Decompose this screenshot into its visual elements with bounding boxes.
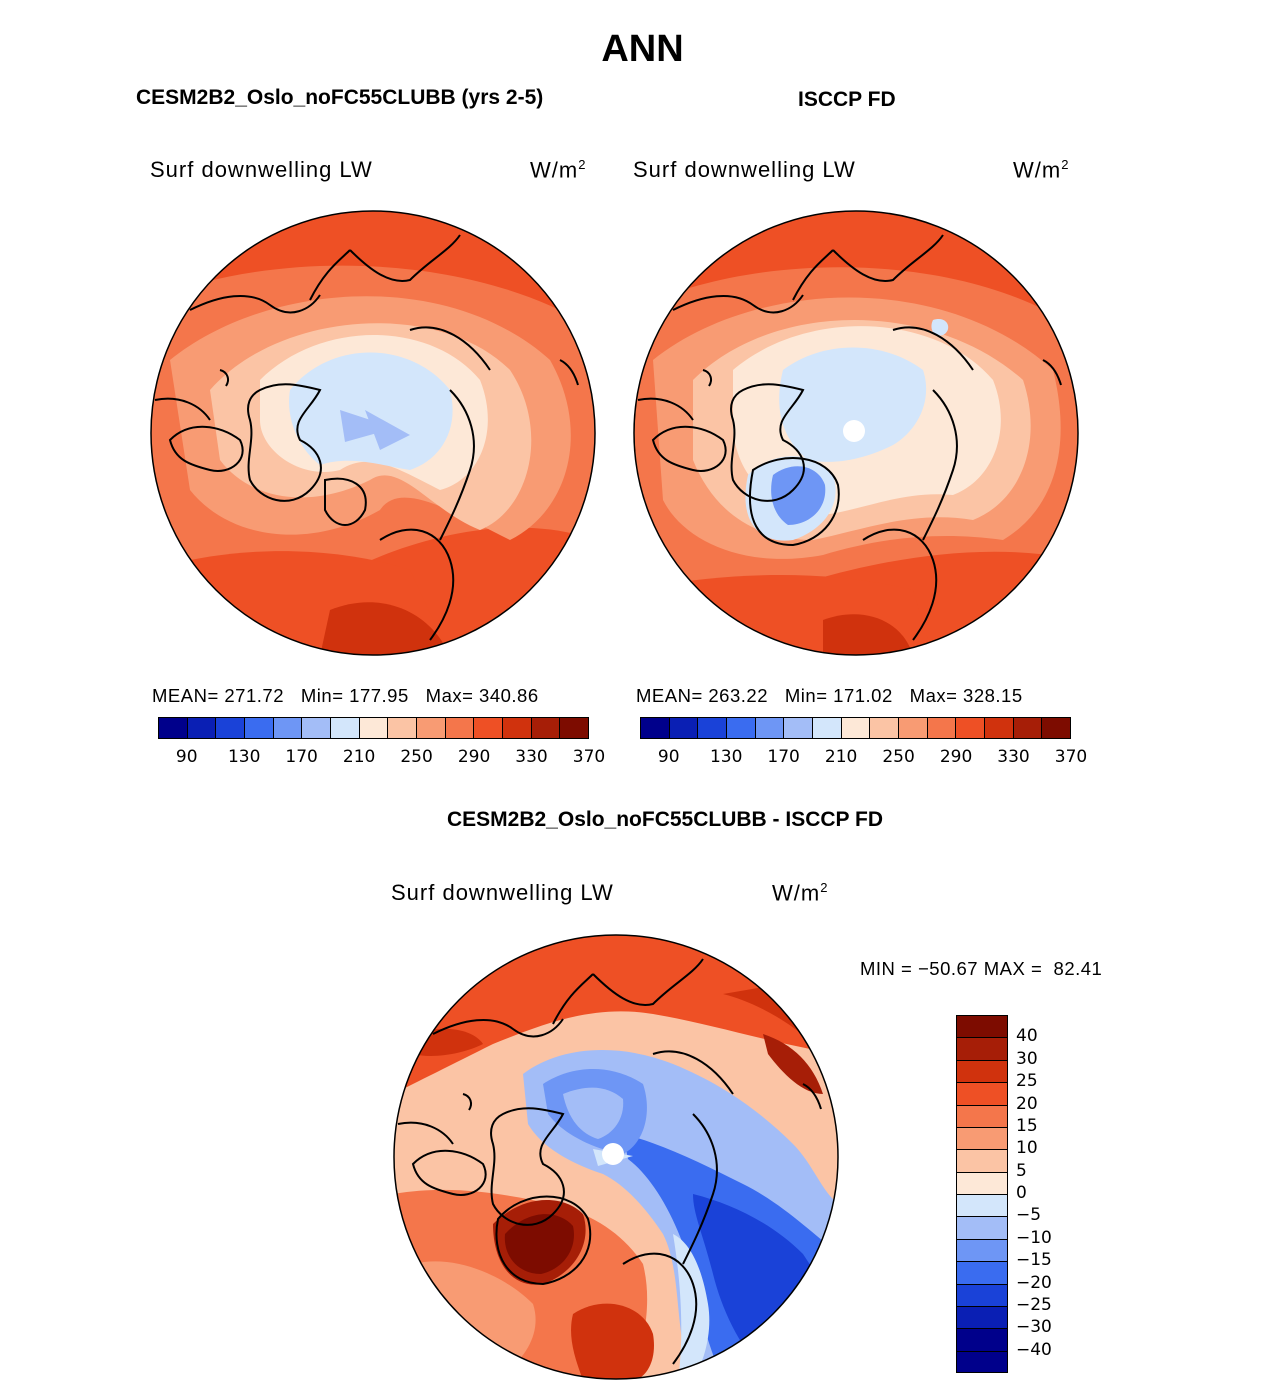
figure-title: ANN [601,28,684,70]
diff-stats: MIN = −50.67 MAX = 82.41 [860,958,1103,979]
colorbar-swatch [956,718,986,738]
model-colorbar [158,717,589,739]
colorbar-tick-label: −40 [1016,1339,1052,1360]
colorbar-tick-label: −10 [1016,1227,1052,1248]
colorbar-swatch [388,718,418,738]
colorbar-swatch [957,1284,1007,1307]
colorbar-swatch [417,718,446,738]
model-polar-map [150,210,596,656]
colorbar-swatch [813,718,842,738]
model-panel-title: CESM2B2_Oslo_noFC55CLUBB (yrs 2-5) [136,86,544,109]
colorbar-tick-label: 10 [1016,1138,1038,1159]
colorbar-swatch [957,1016,1007,1039]
colorbar-swatch [927,718,957,738]
model-variable-label: Surf downwelling LW [150,157,373,182]
colorbar-swatch [957,1105,1007,1128]
model-colorbar-ticks: 90 130 170 210 250 290 330 370 [158,747,605,769]
colorbar-swatch [957,1038,1007,1061]
colorbar-tick-label: −25 [1016,1294,1052,1315]
diff-panel-title: CESM2B2_Oslo_noFC55CLUBB - ISCCP FD [446,808,884,831]
colorbar-swatch [899,718,928,738]
colorbar-swatch [957,1239,1007,1263]
colorbar-swatch [531,718,561,738]
colorbar-swatch [1042,718,1071,738]
colorbar-swatch [187,718,217,738]
colorbar-tick-label: 170 [767,747,800,767]
colorbar-swatch [985,718,1014,738]
colorbar-tick-label: 90 [657,747,680,767]
colorbar-swatch [957,1306,1007,1330]
colorbar-swatch [841,718,871,738]
colorbar-tick-label: −20 [1016,1272,1052,1293]
colorbar-tick-label: 130 [227,747,261,767]
diff-variable-label: Surf downwelling LW [391,880,614,905]
colorbar-swatch [957,1127,1007,1151]
colorbar-tick-label: 330 [515,747,548,767]
diff-colorbar-ticks: 40 30 25 20 15 10 5 0 −5 −10 −15 −20 −25 −30 −40 [1016,1015,1076,1373]
colorbar-swatch [698,718,728,738]
obs-colorbar-ticks: 90 130 170 210 250 290 330 370 [640,747,1087,769]
colorbar-tick-label: 20 [1016,1093,1038,1114]
colorbar-tick-label: 210 [824,747,858,767]
colorbar-swatch [755,718,785,738]
colorbar-swatch [474,718,504,738]
colorbar-tick-label: 370 [1054,747,1088,767]
colorbar-swatch [957,1150,1007,1173]
colorbar-tick-label: 15 [1016,1115,1038,1136]
diff-colorbar [956,1015,1008,1373]
colorbar-swatch [273,718,303,738]
colorbar-swatch [641,718,670,738]
colorbar-tick-label: 170 [285,747,318,767]
colorbar-swatch [159,718,188,738]
colorbar-tick-label: 290 [457,747,491,767]
colorbar-tick-label: 30 [1016,1048,1038,1069]
diff-polar-map [393,934,839,1380]
colorbar-swatch [784,718,814,738]
colorbar-swatch [216,718,246,738]
colorbar-swatch [957,1217,1007,1240]
colorbar-swatch [245,718,274,738]
colorbar-tick-label: −15 [1016,1250,1052,1271]
obs-colorbar [640,717,1071,739]
model-units-label: W/m2 [530,157,587,183]
colorbar-swatch [503,718,532,738]
colorbar-tick-label: 90 [175,747,198,767]
diff-units-label: W/m2 [772,880,829,906]
colorbar-swatch [669,718,699,738]
colorbar-tick-label: −30 [1016,1317,1052,1338]
colorbar-swatch [957,1262,1007,1285]
colorbar-swatch [359,718,389,738]
colorbar-swatch [957,1083,1007,1106]
colorbar-swatch [1013,718,1043,738]
obs-units-label: W/m2 [1013,157,1070,183]
colorbar-swatch [445,718,475,738]
obs-variable-label: Surf downwelling LW [633,157,856,182]
colorbar-tick-label: 40 [1016,1026,1038,1047]
colorbar-swatch [957,1329,1007,1352]
colorbar-tick-label: 210 [342,747,376,767]
colorbar-tick-label: 250 [400,747,433,767]
colorbar-swatch [870,718,900,738]
colorbar-swatch [560,718,589,738]
colorbar-swatch [331,718,360,738]
colorbar-swatch [302,718,332,738]
colorbar-tick-label: 0 [1016,1183,1027,1203]
obs-polar-map [633,210,1079,656]
colorbar-swatch [957,1172,1007,1195]
model-stats: MEAN= 271.72 Min= 177.95 Max= 340.86 [152,685,539,706]
colorbar-swatch [957,1351,1007,1372]
colorbar-tick-label: 25 [1016,1071,1038,1092]
obs-panel-title: ISCCP FD [798,88,896,111]
colorbar-tick-label: −5 [1016,1205,1042,1226]
colorbar-tick-label: 250 [882,747,915,767]
obs-stats: MEAN= 263.22 Min= 171.02 Max= 328.15 [636,685,1023,706]
colorbar-swatch [727,718,756,738]
colorbar-tick-label: 290 [939,747,973,767]
colorbar-tick-label: 370 [572,747,606,767]
colorbar-tick-label: 130 [709,747,743,767]
colorbar-tick-label: 5 [1016,1160,1027,1181]
colorbar-swatch [957,1195,1007,1218]
colorbar-tick-label: 330 [997,747,1030,767]
colorbar-swatch [957,1060,1007,1084]
